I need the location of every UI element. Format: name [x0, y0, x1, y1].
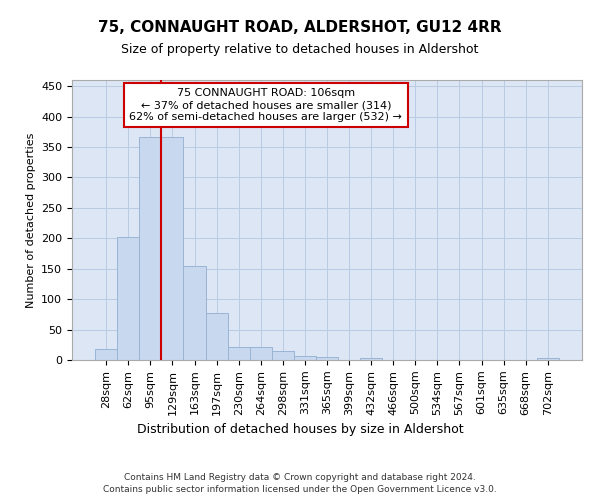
Bar: [250, 346, 272, 360]
Bar: [272, 352, 294, 360]
Text: Size of property relative to detached houses in Aldershot: Size of property relative to detached ho…: [121, 42, 479, 56]
Bar: [360, 358, 382, 360]
Text: 75 CONNAUGHT ROAD: 106sqm
← 37% of detached houses are smaller (314)
62% of semi: 75 CONNAUGHT ROAD: 106sqm ← 37% of detac…: [130, 88, 402, 122]
Text: Contains public sector information licensed under the Open Government Licence v3: Contains public sector information licen…: [103, 485, 497, 494]
Bar: [117, 237, 139, 360]
Bar: [184, 266, 206, 360]
Bar: [95, 349, 117, 360]
Y-axis label: Number of detached properties: Number of detached properties: [26, 132, 35, 308]
Bar: [227, 346, 250, 360]
Bar: [316, 357, 338, 360]
Text: 75, CONNAUGHT ROAD, ALDERSHOT, GU12 4RR: 75, CONNAUGHT ROAD, ALDERSHOT, GU12 4RR: [98, 20, 502, 35]
Bar: [206, 312, 227, 360]
Bar: [537, 358, 559, 360]
Bar: [294, 356, 316, 360]
Text: Distribution of detached houses by size in Aldershot: Distribution of detached houses by size …: [137, 422, 463, 436]
Text: Contains HM Land Registry data © Crown copyright and database right 2024.: Contains HM Land Registry data © Crown c…: [124, 472, 476, 482]
Bar: [139, 136, 161, 360]
Bar: [161, 136, 184, 360]
